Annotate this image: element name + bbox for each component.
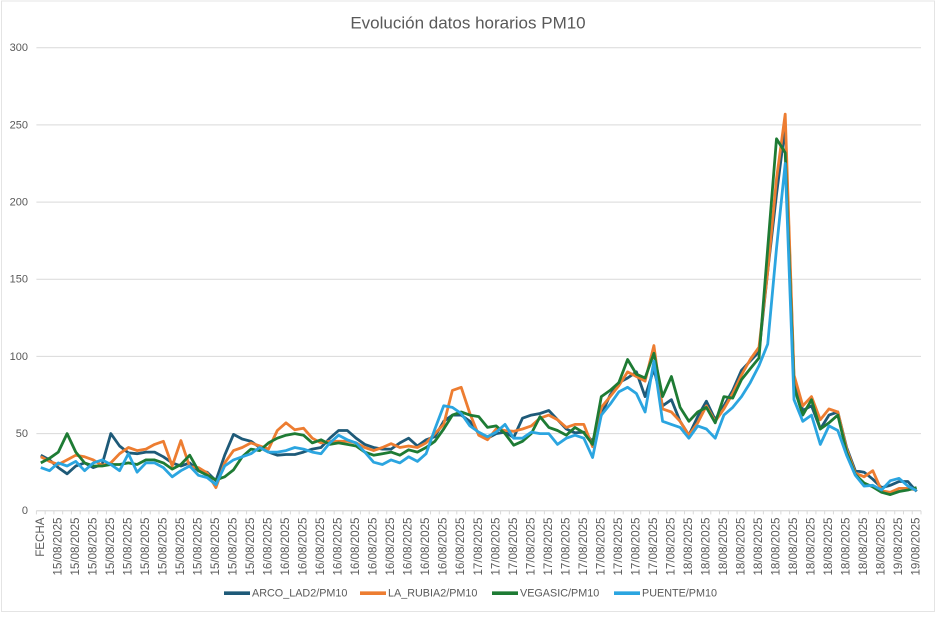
svg-text:18/08/2025: 18/08/2025 [822,518,835,576]
svg-text:17/08/2025: 17/08/2025 [577,518,590,576]
svg-text:18/08/2025: 18/08/2025 [857,518,870,576]
svg-text:16/08/2025: 16/08/2025 [332,518,345,576]
svg-text:15/08/2025: 15/08/2025 [104,518,117,576]
svg-text:200: 200 [10,197,28,209]
svg-text:16/08/2025: 16/08/2025 [367,518,380,576]
svg-text:17/08/2025: 17/08/2025 [664,518,677,576]
svg-text:17/08/2025: 17/08/2025 [629,518,642,576]
svg-text:FECHA: FECHA [34,517,47,557]
svg-text:16/08/2025: 16/08/2025 [279,518,292,576]
svg-text:17/08/2025: 17/08/2025 [559,518,572,576]
svg-text:16/08/2025: 16/08/2025 [314,518,327,576]
svg-text:18/08/2025: 18/08/2025 [875,518,888,576]
svg-text:0: 0 [22,505,28,517]
svg-text:17/08/2025: 17/08/2025 [612,518,625,576]
svg-text:ARCO_LAD2/PM10: ARCO_LAD2/PM10 [252,588,347,600]
svg-text:Evolución datos horarios PM10: Evolución datos horarios PM10 [350,14,585,33]
svg-text:19/08/2025: 19/08/2025 [910,518,923,576]
svg-text:16/08/2025: 16/08/2025 [262,518,275,576]
svg-text:17/08/2025: 17/08/2025 [507,518,520,576]
svg-text:15/08/2025: 15/08/2025 [121,518,134,576]
svg-text:15/08/2025: 15/08/2025 [86,518,99,576]
svg-text:16/08/2025: 16/08/2025 [349,518,362,576]
svg-text:15/08/2025: 15/08/2025 [244,518,257,576]
svg-text:15/08/2025: 15/08/2025 [51,518,64,576]
svg-text:18/08/2025: 18/08/2025 [805,518,818,576]
svg-text:16/08/2025: 16/08/2025 [419,518,432,576]
svg-text:16/08/2025: 16/08/2025 [437,518,450,576]
svg-text:16/08/2025: 16/08/2025 [454,518,467,576]
svg-text:VEGASIC/PM10: VEGASIC/PM10 [520,588,599,600]
svg-text:16/08/2025: 16/08/2025 [402,518,415,576]
svg-text:18/08/2025: 18/08/2025 [717,518,730,576]
svg-text:15/08/2025: 15/08/2025 [156,518,169,576]
svg-text:17/08/2025: 17/08/2025 [542,518,555,576]
svg-text:17/08/2025: 17/08/2025 [647,518,660,576]
svg-text:250: 250 [10,119,28,131]
svg-text:15/08/2025: 15/08/2025 [191,518,204,576]
svg-text:18/08/2025: 18/08/2025 [699,518,712,576]
svg-text:17/08/2025: 17/08/2025 [489,518,502,576]
svg-text:18/08/2025: 18/08/2025 [735,518,748,576]
svg-text:15/08/2025: 15/08/2025 [209,518,222,576]
svg-text:LA_RUBIA2/PM10: LA_RUBIA2/PM10 [388,588,477,600]
svg-text:PUENTE/PM10: PUENTE/PM10 [642,588,717,600]
svg-text:16/08/2025: 16/08/2025 [297,518,310,576]
svg-text:150: 150 [10,274,28,286]
svg-text:17/08/2025: 17/08/2025 [594,518,607,576]
svg-text:15/08/2025: 15/08/2025 [139,518,152,576]
svg-text:17/08/2025: 17/08/2025 [524,518,537,576]
svg-text:18/08/2025: 18/08/2025 [787,518,800,576]
svg-text:15/08/2025: 15/08/2025 [69,518,82,576]
svg-text:15/08/2025: 15/08/2025 [174,518,187,576]
svg-text:18/08/2025: 18/08/2025 [682,518,695,576]
svg-text:100: 100 [10,351,28,363]
svg-text:16/08/2025: 16/08/2025 [384,518,397,576]
svg-text:50: 50 [16,428,28,440]
svg-text:18/08/2025: 18/08/2025 [840,518,853,576]
svg-text:17/08/2025: 17/08/2025 [472,518,485,576]
svg-text:18/08/2025: 18/08/2025 [752,518,765,576]
svg-text:18/08/2025: 18/08/2025 [770,518,783,576]
svg-text:15/08/2025: 15/08/2025 [227,518,240,576]
svg-text:19/08/2025: 19/08/2025 [892,518,905,576]
svg-text:300: 300 [10,42,28,54]
